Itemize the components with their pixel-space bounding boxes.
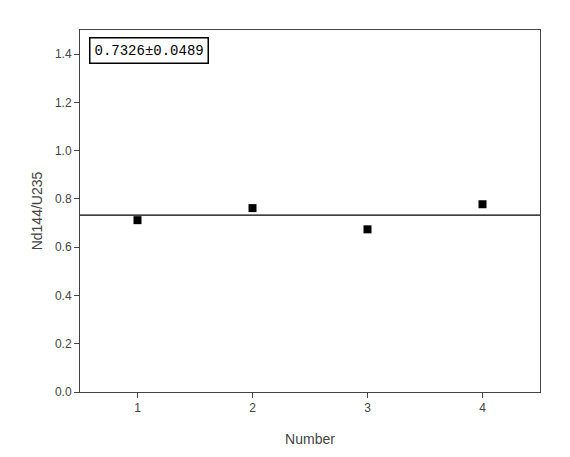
svg-text:2: 2 xyxy=(249,401,256,415)
svg-text:1.2: 1.2 xyxy=(55,96,72,110)
svg-text:0.2: 0.2 xyxy=(55,337,72,351)
svg-text:1.4: 1.4 xyxy=(55,47,72,61)
svg-text:1: 1 xyxy=(134,401,141,415)
svg-text:0.0: 0.0 xyxy=(55,385,72,399)
svg-text:4: 4 xyxy=(479,401,486,415)
svg-text:0.6: 0.6 xyxy=(55,240,72,254)
svg-text:Number: Number xyxy=(285,431,335,447)
svg-text:0.8: 0.8 xyxy=(55,192,72,206)
svg-text:0.4: 0.4 xyxy=(55,289,72,303)
svg-text:1.0: 1.0 xyxy=(55,144,72,158)
svg-text:3: 3 xyxy=(364,401,371,415)
svg-text:0.7326±0.0489: 0.7326±0.0489 xyxy=(95,43,204,59)
svg-text:Nd144/U235: Nd144/U235 xyxy=(29,171,45,250)
